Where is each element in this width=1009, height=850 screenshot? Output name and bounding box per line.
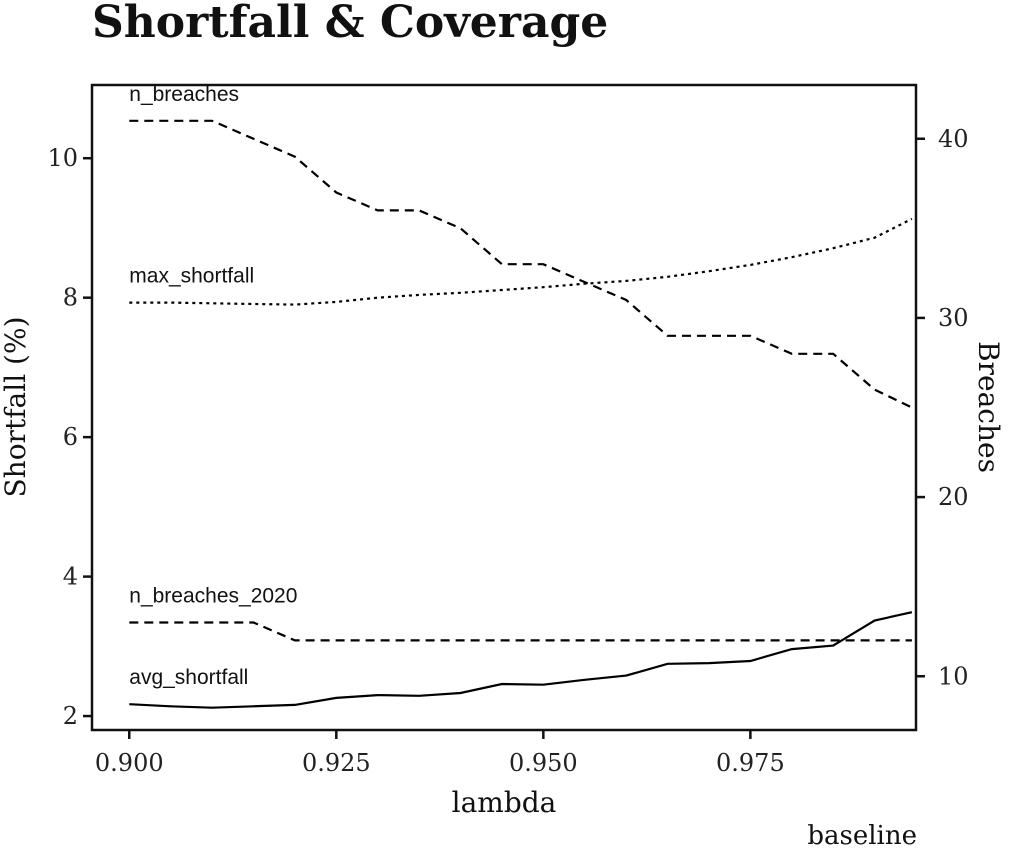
series-label-n-breaches: n_breaches <box>129 83 239 106</box>
series-line-avg-shortfall <box>129 611 913 709</box>
series-line-max-shortfall <box>129 217 913 306</box>
grid <box>92 85 916 730</box>
series-line-n-breaches-2020 <box>129 621 912 642</box>
y-axis-right-title: Breaches <box>972 341 1005 473</box>
y-right-tick-label: 10 <box>938 662 969 690</box>
plot-frame <box>90 83 918 732</box>
x-axis-title: lambda <box>452 786 557 819</box>
x-tick-label: 0.900 <box>95 749 164 777</box>
y-left-tick-label: 2 <box>63 702 78 730</box>
y-left-tick-label: 6 <box>63 423 78 451</box>
y-right-tick-label: 20 <box>938 483 969 511</box>
y-right-tick-label: 30 <box>938 304 969 332</box>
x-tick-label: 0.975 <box>716 749 785 777</box>
series-labels: n_breaches max_shortfall n_breaches_2020av… <box>129 83 297 689</box>
series-label-max-shortfall: max_shortfall <box>129 265 254 288</box>
chart-caption: baseline <box>807 821 917 850</box>
y-left-tick-label: 10 <box>47 144 78 172</box>
chart-title: Shortfall & Coverage <box>92 0 608 48</box>
axes: 0.900 0.925 0.950 0.975 2 4 6 8 10 10 20 30 40 <box>47 125 968 777</box>
x-tick-label: 0.950 <box>509 749 578 777</box>
y-left-tick-label: 4 <box>63 563 78 591</box>
y-right-tick-label: 40 <box>938 125 969 153</box>
series-line-n-breaches <box>129 119 913 409</box>
series-label-avg-shortfall: avg_shortfall <box>129 666 248 689</box>
x-tick-label: 0.925 <box>302 749 371 777</box>
y-left-tick-label: 8 <box>63 284 78 312</box>
plot-area <box>129 119 913 709</box>
series-label-n-breaches-2020: n_breaches_2020 <box>129 585 297 608</box>
y-axis-left-title: Shortfall (%) <box>0 316 32 497</box>
